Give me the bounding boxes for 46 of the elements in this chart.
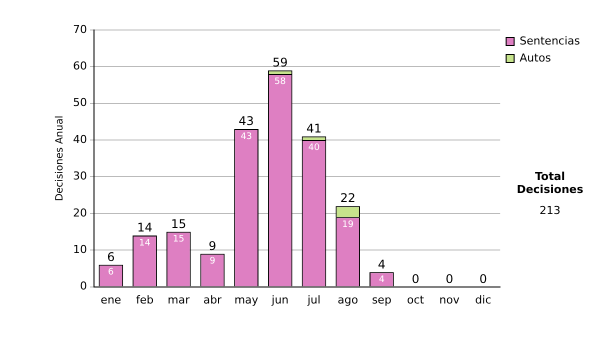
data-label: 14	[139, 238, 151, 248]
x-tick-label: ago	[338, 293, 358, 306]
total-label: 0	[479, 272, 488, 286]
x-tick-label: sep	[372, 293, 392, 306]
text: 213	[538, 204, 562, 217]
total-label: 43	[238, 114, 254, 128]
total-label: 15	[170, 216, 186, 231]
y-tick-label: 0	[80, 280, 87, 293]
data-label: 6	[108, 268, 114, 278]
data-label: 4	[378, 274, 385, 285]
x-tick-label: mar	[168, 293, 190, 306]
x-tick-label: jul	[306, 293, 321, 306]
legend-label: Sentencias	[520, 34, 580, 48]
total-label: 0	[446, 272, 454, 286]
x-tick-label: may	[234, 293, 259, 306]
total-label: 59	[272, 55, 288, 70]
y-axis-title: Decisiones Anual	[54, 116, 66, 202]
x-tick-label: dic	[475, 293, 492, 306]
x-tick-label: oct	[406, 293, 425, 306]
total-label: 0	[412, 272, 420, 286]
y-tick-label: 30	[72, 170, 87, 183]
data-label: 19	[342, 220, 354, 230]
y-tick-label: 10	[72, 242, 87, 256]
total-label: 14	[137, 220, 152, 235]
total-label: 22	[340, 191, 356, 206]
y-tick-label: 70	[72, 22, 87, 36]
y-tick-label: 50	[72, 96, 87, 110]
data-label: 58	[274, 76, 286, 87]
x-tick-label: feb	[136, 293, 154, 306]
y-tick-label: 40	[72, 132, 87, 146]
x-tick-label: jun	[270, 293, 289, 306]
total-label: 4	[378, 257, 386, 272]
text: Total Decisiones	[516, 170, 584, 196]
total-label: 9	[208, 238, 216, 253]
x-tick-label: ene	[100, 293, 122, 306]
total-label: 6	[107, 250, 115, 264]
data-label: 9	[210, 256, 216, 267]
data-label: 43	[240, 132, 252, 142]
x-tick-label: nov	[439, 293, 460, 306]
x-tick-label: abr	[203, 293, 222, 306]
legend-label: Autos	[520, 51, 552, 64]
y-tick-label: 60	[72, 60, 87, 73]
total-label: 41	[306, 122, 322, 136]
data-label: 40	[308, 142, 320, 153]
y-tick-label: 20	[72, 206, 87, 220]
data-label: 15	[172, 234, 184, 245]
